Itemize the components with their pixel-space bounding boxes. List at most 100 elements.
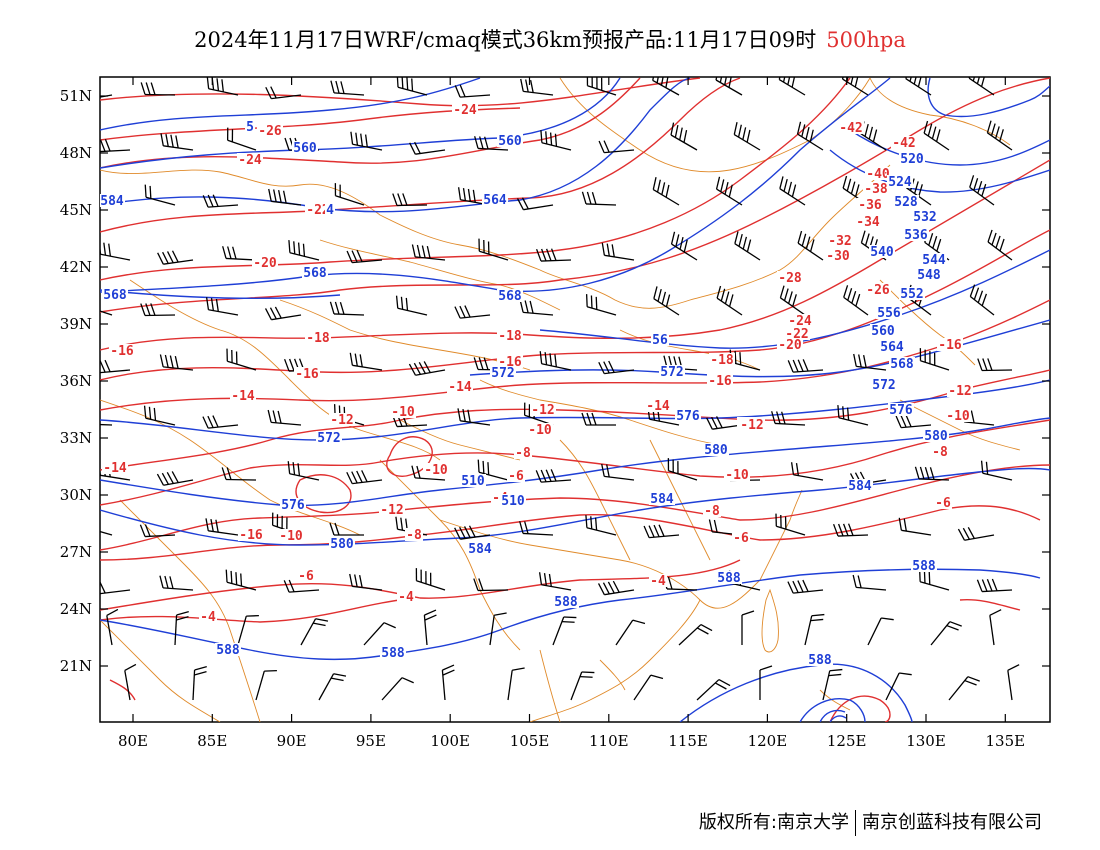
latitude-axis: 51N 48N 45N 42N 39N 36N 33N 30N 27N 24N 21N: [60, 87, 1050, 675]
wind-barb: [980, 460, 1013, 481]
contour-label-bg: [887, 175, 913, 188]
contour-label-bg: [482, 193, 508, 206]
wind-barb: [716, 285, 743, 316]
wind-barb: [652, 77, 680, 96]
contour-label: -4: [650, 574, 666, 589]
contour-label: -6: [508, 469, 524, 484]
contour-label-bg: [911, 559, 937, 572]
contour-label-bg: [467, 542, 493, 555]
wind-barb: [507, 667, 525, 701]
contour-label: 524: [888, 175, 912, 190]
lon-label: 120E: [748, 732, 788, 750]
wind-barb: [100, 242, 131, 261]
contour-label: -8: [704, 504, 720, 519]
contour-label: -12: [948, 384, 971, 399]
contour-label-bg: [199, 610, 217, 623]
contour-label-bg: [237, 153, 263, 166]
wind-barb: [822, 668, 843, 701]
wind-barb: [156, 471, 194, 486]
contour-label-bg: [257, 124, 283, 137]
wind-barb: [192, 666, 207, 701]
wind-barb: [237, 614, 259, 646]
wind-barb: [288, 240, 320, 261]
wind-barb: [867, 617, 894, 646]
contour-label: -6: [935, 496, 951, 511]
contour-label-bg: [675, 409, 701, 422]
contour-label-bg: [921, 253, 947, 266]
wind-barb: [598, 360, 635, 375]
lon-label: 105E: [510, 732, 550, 750]
contour-label: 56: [652, 333, 668, 348]
contour-label: 588: [808, 653, 832, 668]
contour-label-bg: [245, 120, 255, 133]
wind-barb: [643, 524, 680, 539]
contour-label: -20: [253, 256, 277, 271]
contour-label-bg: [888, 403, 914, 416]
wind-barb: [124, 663, 137, 701]
contour-label: 510: [461, 474, 485, 489]
wind-barb: [350, 131, 383, 151]
contour-label: 556: [877, 306, 901, 321]
contour-label-bg: [739, 418, 765, 431]
contour-label-bg: [215, 643, 241, 656]
contour-label-bg: [305, 203, 331, 216]
wind-barb: [535, 469, 572, 483]
contour-label-bg: [871, 378, 897, 391]
wind-barb: [678, 623, 713, 646]
wind-barb: [779, 176, 806, 206]
wind-barb: [381, 677, 414, 701]
contour-label-bg: [903, 228, 929, 241]
wind-barb: [615, 619, 646, 646]
contour-label: -6: [733, 531, 749, 546]
contour-label-bg: [777, 271, 803, 284]
contour-label-bg: [703, 443, 729, 456]
contour-label: -20: [778, 338, 802, 353]
pressure-level: 500hpa: [826, 28, 906, 52]
wind-barb: [852, 574, 887, 591]
wind-barb: [775, 513, 806, 536]
contour-label: -16: [938, 338, 962, 353]
contour-label: -18: [498, 329, 522, 344]
contour-label-bg: [497, 134, 523, 147]
wind-barb: [957, 527, 995, 541]
wind-barb: [202, 415, 239, 429]
contour-label-bg: [865, 167, 891, 180]
lat-label: 51N: [60, 87, 92, 105]
contour-label: 584: [468, 542, 492, 557]
contour-label: -18: [710, 353, 734, 368]
contour-label: 588: [912, 559, 936, 574]
lat-label: 24N: [60, 600, 92, 618]
footer-divider: [855, 810, 856, 836]
contour-label: -14: [448, 380, 472, 395]
contour-label-bg: [716, 571, 742, 584]
wind-barb: [255, 669, 277, 701]
wind-barb: [423, 609, 437, 646]
contour-label: 576: [889, 403, 913, 418]
lon-label: 90E: [277, 732, 307, 750]
contour-label-bg: [553, 595, 579, 608]
wind-barb: [1007, 664, 1020, 701]
contour-label: -18: [306, 331, 330, 346]
contour-label: 572: [872, 378, 895, 393]
wind-barb: [160, 133, 194, 151]
contour-label: -16: [110, 344, 134, 359]
contour-label: -14: [231, 389, 255, 404]
map-title: 2024年11月17日WRF/cmaq模式36km预报产品:11月17日09时 5…: [0, 24, 1100, 54]
contour-label: -22: [306, 203, 329, 218]
wind-barb: [585, 515, 617, 536]
contour-label-bg: [937, 338, 963, 351]
contour-label-bg: [102, 288, 128, 301]
wind-barb: [987, 229, 1013, 261]
contour-label-bg: [405, 528, 423, 541]
wind-barb: [520, 78, 554, 96]
wind-barb: [539, 351, 572, 371]
contour-label: -4: [398, 590, 414, 605]
contour-label-bg: [838, 121, 864, 134]
wind-barb: [905, 77, 932, 96]
wind-barb: [652, 177, 680, 206]
contour-label: 572: [491, 366, 514, 381]
contour-label: 568: [103, 288, 127, 303]
contour-label-bg: [379, 503, 405, 516]
wind-barb: [477, 459, 509, 481]
contour-label-bg: [899, 152, 925, 165]
